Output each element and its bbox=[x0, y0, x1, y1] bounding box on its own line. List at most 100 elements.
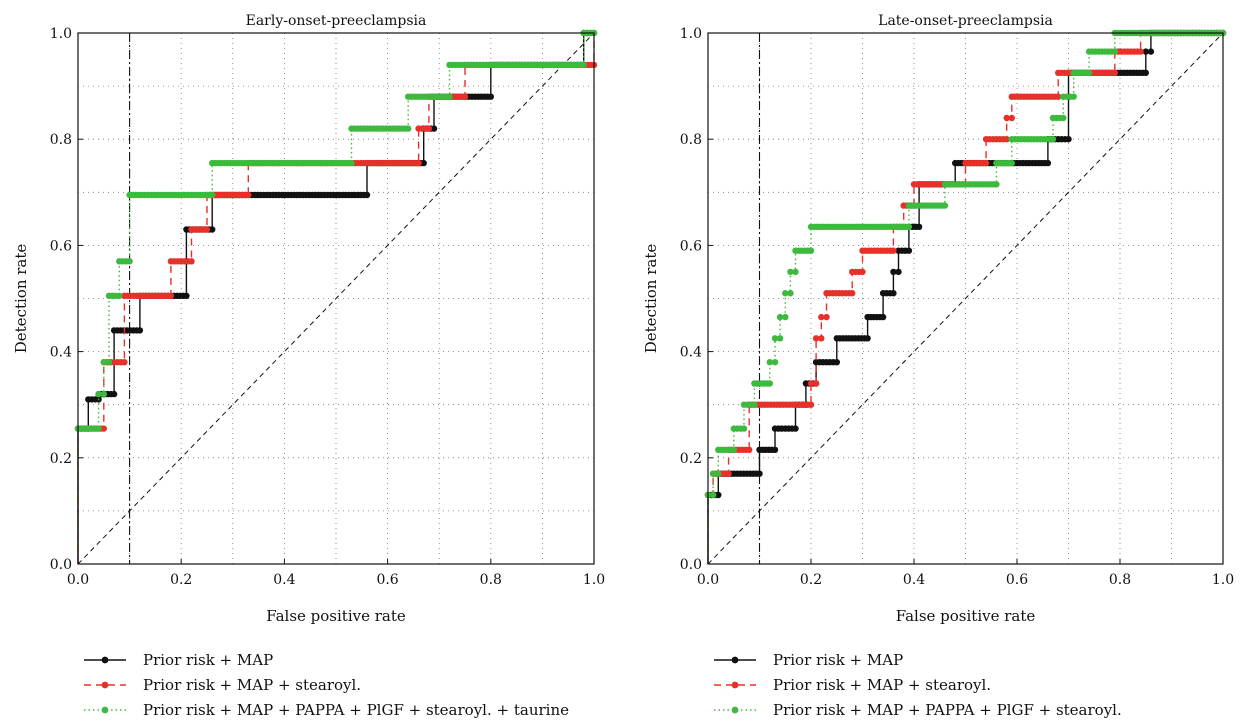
y-axis-label: Detection rate bbox=[12, 244, 30, 354]
legend-entry-label: Prior risk + MAP bbox=[143, 651, 273, 669]
series-point bbox=[446, 93, 453, 100]
x-axis-label: False positive rate bbox=[266, 607, 406, 625]
legend-entry-label: Prior risk + MAP + stearoyl. bbox=[773, 676, 991, 694]
series-point bbox=[787, 290, 794, 297]
legend-swatch-marker bbox=[101, 656, 109, 664]
series-point bbox=[776, 313, 784, 321]
legend: Prior risk + MAP Prior risk + MAP + stear… bbox=[714, 651, 1122, 719]
series-point bbox=[776, 335, 784, 342]
series-point bbox=[1003, 114, 1010, 122]
series-point bbox=[105, 359, 113, 366]
series-point bbox=[905, 247, 913, 254]
legend-swatch-marker bbox=[731, 681, 739, 689]
series-point bbox=[895, 268, 902, 276]
series-point bbox=[1065, 136, 1072, 143]
series-point bbox=[1142, 69, 1150, 77]
series-point bbox=[864, 335, 871, 342]
series-point bbox=[730, 446, 737, 453]
series-point bbox=[1049, 136, 1057, 143]
y-tick-label: 0.8 bbox=[680, 132, 702, 148]
x-tick-label: 0.0 bbox=[67, 572, 89, 588]
series-point bbox=[823, 313, 830, 321]
series-point bbox=[746, 446, 753, 453]
series-point bbox=[756, 470, 763, 477]
series-point bbox=[1111, 48, 1119, 55]
chart-0: 0.0 0.2 0.4 0.6 0.8 1.0 0.0 0.2 0.4 0.6 0.8 1.0 Earl… bbox=[12, 13, 605, 719]
series-point bbox=[818, 335, 825, 342]
series-point bbox=[715, 491, 722, 499]
series-point bbox=[1003, 136, 1010, 143]
series-point bbox=[405, 125, 412, 132]
series-point bbox=[487, 93, 494, 100]
y-tick-label: 1.0 bbox=[50, 26, 72, 42]
y-tick-label: 0.2 bbox=[680, 451, 702, 467]
series-line-1 bbox=[77, 33, 595, 564]
series-point bbox=[812, 380, 820, 387]
series-point bbox=[183, 292, 190, 299]
plot-frame bbox=[77, 32, 595, 565]
series-point bbox=[420, 159, 427, 167]
y-tick-label: 0.4 bbox=[50, 345, 72, 361]
series-point bbox=[116, 292, 123, 299]
series-point bbox=[203, 226, 211, 233]
series-point bbox=[771, 359, 779, 366]
series-point bbox=[1044, 159, 1052, 167]
series-line-2 bbox=[707, 32, 1223, 564]
series-point bbox=[110, 390, 118, 398]
series-point bbox=[941, 202, 949, 209]
series-point bbox=[792, 425, 799, 432]
series-point bbox=[982, 159, 990, 167]
chance-diagonal bbox=[707, 32, 1224, 565]
legend-swatch-marker bbox=[101, 681, 109, 689]
y-axis-label: Detection rate bbox=[642, 244, 660, 354]
y-tick-label: 0.0 bbox=[50, 557, 72, 573]
legend-swatch-marker bbox=[731, 706, 739, 714]
series-point bbox=[993, 181, 1000, 188]
y-tick-label: 0.8 bbox=[50, 132, 72, 148]
series-point bbox=[425, 125, 433, 132]
series-point bbox=[859, 268, 866, 276]
x-tick-label: 0.2 bbox=[170, 572, 192, 588]
series-point bbox=[363, 191, 371, 199]
series-point bbox=[95, 390, 102, 398]
legend-entry-label: Prior risk + MAP + PAPPA + PlGF + stearo… bbox=[773, 701, 1122, 719]
legend: Prior risk + MAP Prior risk + MAP + stear… bbox=[84, 651, 569, 719]
series-point bbox=[787, 268, 794, 276]
chance-diagonal bbox=[77, 32, 595, 565]
series-point bbox=[1060, 114, 1067, 122]
legend-entry-label: Prior risk + MAP + PAPPA + PlGF + stearo… bbox=[143, 701, 569, 719]
x-tick-label: 0.8 bbox=[480, 572, 502, 588]
series-point bbox=[709, 470, 717, 477]
legend-entry-label: Prior risk + MAP bbox=[773, 651, 903, 669]
series-point bbox=[100, 390, 108, 398]
series-point bbox=[95, 425, 102, 432]
series-point bbox=[209, 191, 216, 199]
series-point bbox=[1142, 48, 1150, 55]
series-point bbox=[100, 359, 108, 366]
series-point bbox=[1137, 48, 1144, 55]
series-point bbox=[792, 268, 799, 276]
series-point bbox=[1111, 69, 1119, 77]
series-point bbox=[1070, 93, 1077, 100]
series-point bbox=[782, 313, 789, 321]
series-point bbox=[890, 247, 897, 254]
series-point bbox=[121, 359, 128, 366]
y-tick-label: 0.4 bbox=[680, 345, 702, 361]
series-point bbox=[580, 61, 587, 69]
legend-swatch-marker bbox=[101, 706, 109, 714]
series-point bbox=[100, 425, 108, 432]
y-tick-label: 0.6 bbox=[50, 238, 72, 254]
series-point bbox=[415, 159, 422, 167]
chart-title: Late-onset-preeclampsia bbox=[878, 13, 1053, 29]
x-tick-label: 0.6 bbox=[1006, 572, 1028, 588]
y-tick-label: 0.0 bbox=[680, 557, 702, 573]
series-point bbox=[807, 380, 815, 387]
series-point bbox=[740, 425, 748, 432]
x-axis-label: False positive rate bbox=[896, 607, 1036, 625]
series-point bbox=[890, 290, 897, 297]
series-point bbox=[245, 191, 252, 199]
series-point bbox=[1008, 159, 1015, 167]
series-point bbox=[766, 380, 773, 387]
chart-title: Early-onset-preeclampsia bbox=[246, 13, 427, 29]
